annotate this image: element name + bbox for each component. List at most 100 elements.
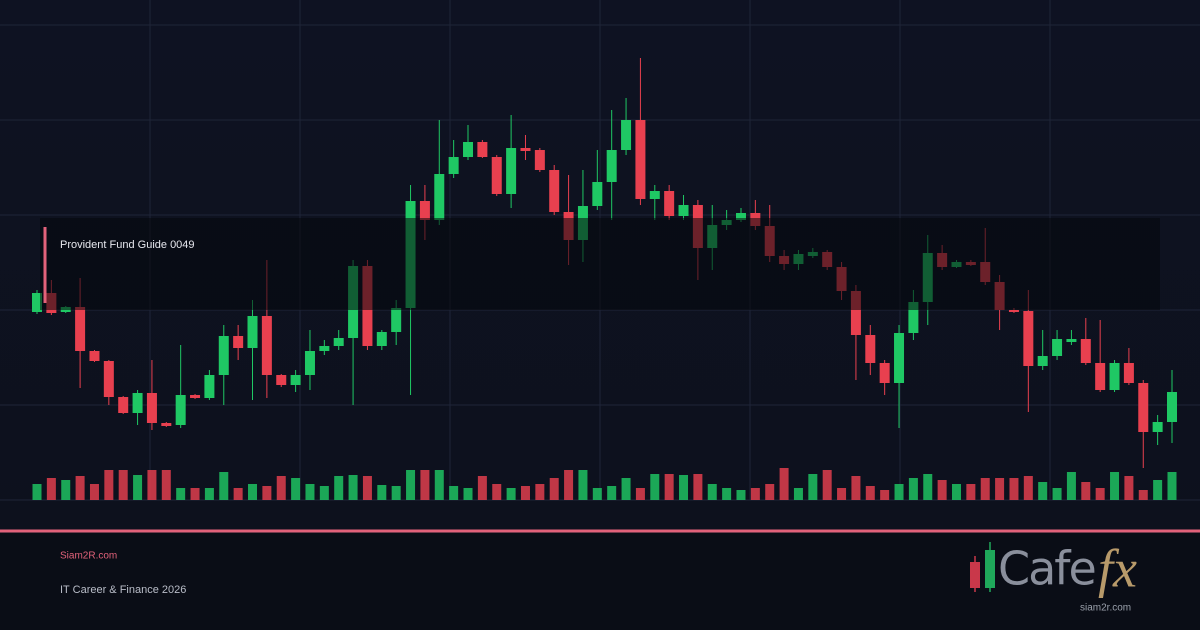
volume-bar	[578, 470, 588, 500]
volume-bar	[1066, 472, 1076, 500]
candle-body	[1123, 363, 1134, 383]
volume-bar	[808, 474, 818, 500]
candle-body	[664, 191, 675, 216]
volume-bar	[880, 490, 890, 500]
volume-bar	[118, 470, 128, 500]
candle-body	[506, 148, 517, 194]
volume-bar	[133, 475, 143, 500]
candle-body	[276, 375, 287, 385]
volume-bar	[707, 484, 717, 500]
volume-bar	[951, 484, 961, 500]
candle-body	[621, 120, 632, 150]
candle-body	[218, 336, 229, 375]
volume-bar	[822, 470, 832, 500]
candle-body	[635, 120, 646, 199]
volume-bar	[434, 470, 444, 500]
candle-body	[146, 393, 157, 423]
candle-body	[161, 423, 172, 426]
volume-bar	[89, 484, 99, 500]
candle-body	[1109, 363, 1120, 390]
volume-bar	[736, 490, 746, 500]
candle-body	[1008, 310, 1019, 312]
candle-body	[376, 332, 387, 346]
candle-body	[103, 361, 114, 397]
candle-body	[491, 157, 502, 194]
candle-body	[735, 213, 746, 220]
volume-bar	[520, 486, 530, 500]
candle-body	[606, 150, 617, 182]
candle-body	[319, 346, 330, 351]
volume-bar	[664, 474, 674, 500]
volume-bar	[248, 484, 258, 500]
volume-bar	[1009, 478, 1019, 500]
candle-body	[1138, 383, 1149, 432]
candle-body	[649, 191, 660, 199]
candle-body	[1152, 422, 1163, 432]
volume-bar	[176, 488, 186, 500]
candle-body	[1023, 311, 1034, 366]
volume-bar	[765, 484, 775, 500]
candle-body	[391, 308, 402, 332]
volume-bar	[276, 476, 286, 500]
volume-bar	[420, 470, 430, 500]
candle-body	[894, 333, 905, 383]
candle-body	[261, 316, 272, 375]
candle-body	[534, 150, 545, 170]
candle-body	[419, 201, 430, 220]
volume-bar	[32, 484, 42, 500]
candle-body	[520, 148, 531, 151]
volume-bar	[161, 470, 171, 500]
volume-bar	[61, 480, 71, 500]
volume-bar	[104, 470, 114, 500]
candle-body	[1167, 392, 1177, 422]
volume-bar	[865, 486, 875, 500]
volume-bar	[966, 484, 976, 500]
volume-bars	[32, 468, 1177, 500]
candle-body	[592, 182, 603, 206]
volume-bar	[995, 478, 1005, 500]
volume-bar	[1167, 472, 1177, 500]
logo-icon	[985, 550, 995, 588]
volume-bar	[75, 476, 85, 500]
candle-body	[434, 174, 445, 220]
logo-word: Cafe	[998, 542, 1095, 596]
volume-bar	[219, 472, 229, 500]
volume-bar	[1138, 490, 1148, 500]
volume-bar	[564, 470, 574, 500]
volume-bar	[406, 470, 416, 500]
volume-bar	[607, 486, 617, 500]
volume-bar	[233, 488, 243, 500]
candle-body	[304, 351, 315, 375]
label-overlay	[40, 218, 1160, 310]
volume-bar	[348, 475, 358, 500]
volume-bar	[477, 476, 487, 500]
logo-icon	[970, 562, 980, 588]
volume-bar	[549, 478, 559, 500]
candle-body	[118, 397, 129, 413]
volume-bar	[262, 486, 272, 500]
candle-body	[1052, 339, 1063, 356]
candle-body	[247, 316, 258, 348]
candle-body	[132, 393, 143, 413]
volume-bar	[492, 484, 502, 500]
volume-bar	[1095, 488, 1105, 500]
candle-body	[190, 395, 201, 398]
candle-body	[32, 293, 42, 312]
candle-body	[1080, 339, 1091, 363]
volume-bar	[362, 476, 372, 500]
volume-bar	[650, 474, 660, 500]
volume-bar	[449, 486, 459, 500]
volume-bar	[1023, 476, 1033, 500]
candle-body	[1095, 363, 1106, 390]
volume-bar	[923, 474, 933, 500]
volume-bar	[1052, 488, 1062, 500]
candle-body	[204, 375, 215, 398]
volume-bar	[463, 488, 473, 500]
volume-bar	[793, 488, 803, 500]
footer-tagline: IT Career & Finance 2026	[60, 584, 186, 596]
candle-body	[908, 302, 919, 333]
volume-bar	[190, 488, 200, 500]
volume-bar	[305, 484, 315, 500]
candle-body	[463, 142, 474, 157]
volume-bar	[837, 488, 847, 500]
